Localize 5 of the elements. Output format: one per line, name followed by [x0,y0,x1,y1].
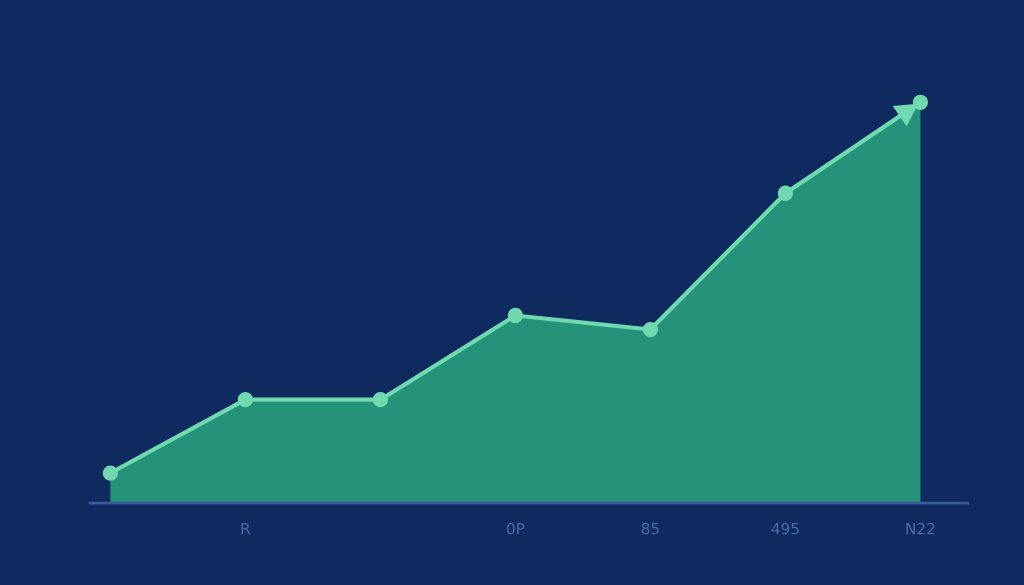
x-tick-label: 495 [771,522,799,535]
x-tick-label: 0P [506,522,525,535]
x-tick-label: N22 [906,522,935,535]
x-tick-label: R [241,523,251,535]
x-tick-label: 85 [641,522,659,535]
